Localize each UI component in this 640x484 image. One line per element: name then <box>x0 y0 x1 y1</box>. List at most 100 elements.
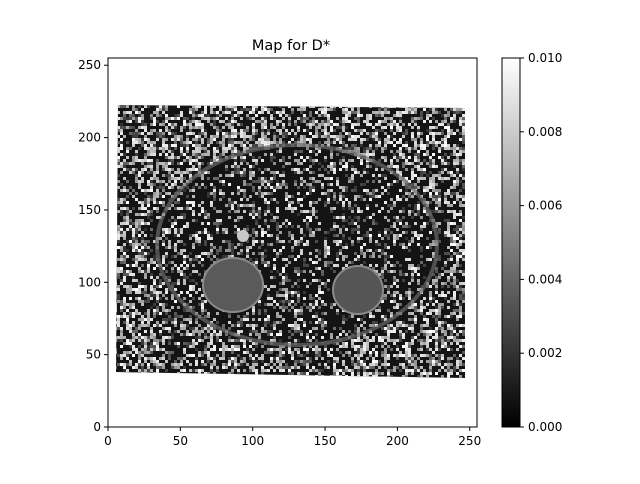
heatmap-pixel <box>294 375 297 378</box>
heatmap-pixel <box>195 150 198 153</box>
heatmap-pixel <box>192 114 195 117</box>
heatmap-pixel <box>339 159 342 162</box>
heatmap-pixel <box>174 144 177 147</box>
heatmap-pixel <box>282 108 285 111</box>
heatmap-pixel <box>231 117 234 120</box>
heatmap-pixel <box>132 114 135 117</box>
heatmap-pixel <box>132 159 135 162</box>
heatmap-pixel <box>363 168 366 171</box>
heatmap-pixel <box>465 201 468 204</box>
heatmap-pixel <box>156 114 159 117</box>
heatmap-pixel <box>168 147 171 150</box>
heatmap-pixel <box>303 243 306 246</box>
chart-title: Map for D* <box>252 38 330 54</box>
heatmap-pixel <box>417 210 420 213</box>
heatmap-pixel <box>153 282 156 285</box>
heatmap-pixel <box>453 147 456 150</box>
heatmap-pixel <box>309 141 312 144</box>
heatmap-pixel <box>282 141 285 144</box>
heatmap-pixel <box>372 126 375 129</box>
heatmap-pixel <box>117 321 120 324</box>
heatmap-pixel <box>453 336 456 339</box>
heatmap-pixel <box>144 369 147 372</box>
heatmap-pixel <box>411 195 414 198</box>
heatmap-pixel <box>156 369 159 372</box>
heatmap-pixel <box>285 183 288 186</box>
heatmap-pixel <box>201 177 204 180</box>
heatmap-pixel <box>165 369 168 372</box>
heatmap-pixel <box>201 330 204 333</box>
heatmap-pixel <box>117 111 120 114</box>
heatmap-pixel <box>318 174 321 177</box>
heatmap-pixel <box>126 207 129 210</box>
heatmap-pixel <box>363 120 366 123</box>
heatmap-pixel <box>147 339 150 342</box>
heatmap-pixel <box>384 357 387 360</box>
heatmap-pixel <box>129 162 132 165</box>
heatmap-pixel <box>237 252 240 255</box>
heatmap-pixel <box>393 216 396 219</box>
heatmap-pixel <box>456 333 459 336</box>
heatmap-pixel <box>249 210 252 213</box>
heatmap-pixel <box>462 138 465 141</box>
heatmap-pixel <box>345 108 348 111</box>
heatmap-pixel <box>174 138 177 141</box>
heatmap-pixel <box>261 171 264 174</box>
heatmap-pixel <box>141 219 144 222</box>
heatmap-pixel <box>297 126 300 129</box>
heatmap-pixel <box>144 123 147 126</box>
heatmap-pixel <box>444 219 447 222</box>
heatmap-pixel <box>375 135 378 138</box>
heatmap-pixel <box>237 216 240 219</box>
heatmap-pixel <box>408 351 411 354</box>
heatmap-pixel <box>285 279 288 282</box>
heatmap-pixel <box>213 357 216 360</box>
heatmap-pixel <box>360 183 363 186</box>
heatmap-pixel <box>342 246 345 249</box>
heatmap-pixel <box>324 240 327 243</box>
heatmap-pixel <box>294 150 297 153</box>
heatmap-pixel <box>210 234 213 237</box>
heatmap-pixel <box>225 378 228 381</box>
heatmap-pixel <box>116 261 117 264</box>
heatmap-pixel <box>459 123 462 126</box>
heatmap-pixel <box>357 345 360 348</box>
heatmap-pixel <box>201 210 204 213</box>
heatmap-pixel <box>276 375 279 378</box>
heatmap-pixel <box>291 138 294 141</box>
heatmap-pixel <box>162 201 165 204</box>
heatmap-pixel <box>123 111 126 114</box>
heatmap-pixel <box>345 174 348 177</box>
heatmap-pixel <box>141 351 144 354</box>
heatmap-pixel <box>120 147 123 150</box>
heatmap-pixel <box>297 192 300 195</box>
heatmap-pixel <box>411 354 414 357</box>
heatmap-pixel <box>219 357 222 360</box>
heatmap-pixel <box>444 168 447 171</box>
heatmap-pixel <box>180 129 183 132</box>
heatmap-pixel <box>441 138 444 141</box>
heatmap-pixel <box>432 255 435 258</box>
heatmap-pixel <box>165 147 168 150</box>
heatmap-pixel <box>465 186 468 189</box>
heatmap-pixel <box>303 135 306 138</box>
heatmap-pixel <box>231 144 234 147</box>
heatmap-pixel <box>240 111 243 114</box>
heatmap-pixel <box>213 345 216 348</box>
heatmap-pixel <box>183 297 186 300</box>
heatmap-pixel <box>267 294 270 297</box>
heatmap-pixel <box>135 348 138 351</box>
colorbar-tick-label: 0.000 <box>528 420 562 434</box>
heatmap-pixel <box>147 318 150 321</box>
heatmap-pixel <box>312 348 315 351</box>
heatmap-pixel <box>126 327 129 330</box>
heatmap-pixel <box>396 234 399 237</box>
heatmap-pixel <box>141 258 144 261</box>
heatmap-pixel <box>159 279 162 282</box>
heatmap-pixel <box>135 279 138 282</box>
heatmap-pixel <box>333 192 336 195</box>
heatmap-pixel <box>255 330 258 333</box>
heatmap-pixel <box>261 144 264 147</box>
heatmap-pixel <box>276 270 279 273</box>
